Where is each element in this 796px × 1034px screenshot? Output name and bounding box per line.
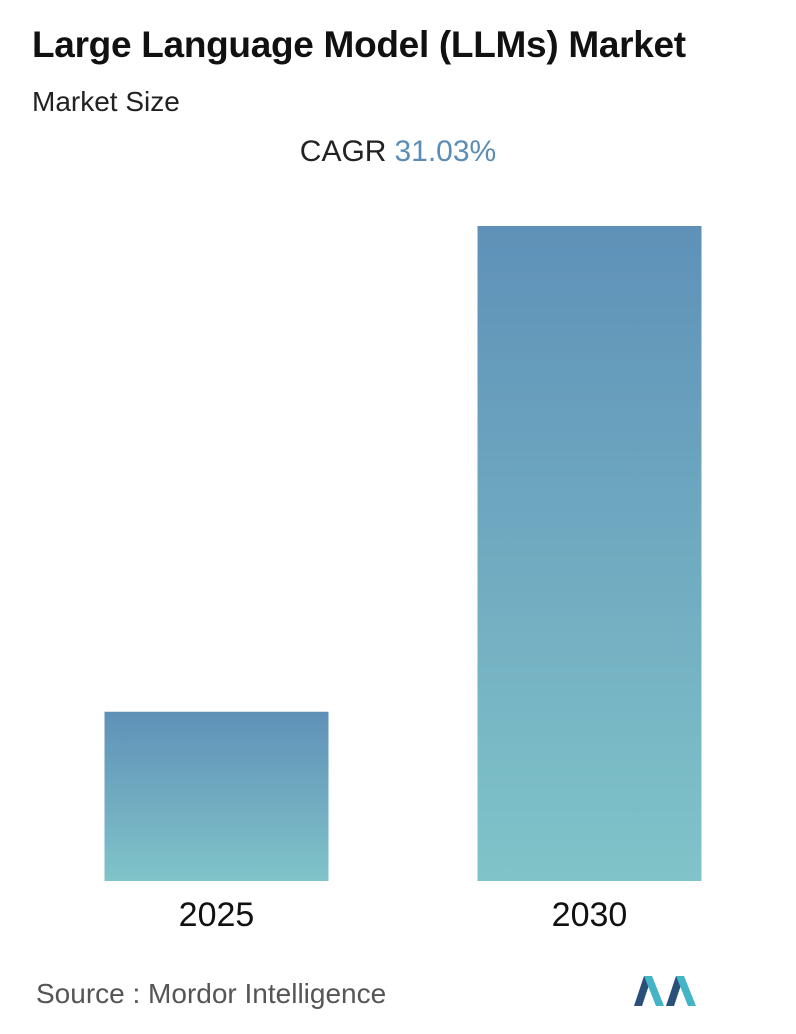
chart-subtitle: Market Size <box>32 86 180 117</box>
cagr-value: 31.03% <box>394 135 497 168</box>
x-axis-tick-labels: 2025 2030 <box>179 896 628 934</box>
mordor-intelligence-logo-icon <box>634 976 696 1006</box>
cagr-label: CAGR <box>299 135 387 168</box>
x-tick-label-2025: 2025 <box>179 896 255 934</box>
cagr-line: CAGR 31.03% <box>0 135 796 169</box>
bar-2030 <box>477 226 702 881</box>
bar-group <box>104 226 702 881</box>
source-caption: Source : Mordor Intelligence <box>36 978 387 1009</box>
chart-title: Large Language Model (LLMs) Market <box>32 24 686 65</box>
bar-2025 <box>104 711 329 881</box>
bar-chart: 2025 2030 <box>104 226 702 934</box>
x-tick-label-2030: 2030 <box>552 896 628 934</box>
